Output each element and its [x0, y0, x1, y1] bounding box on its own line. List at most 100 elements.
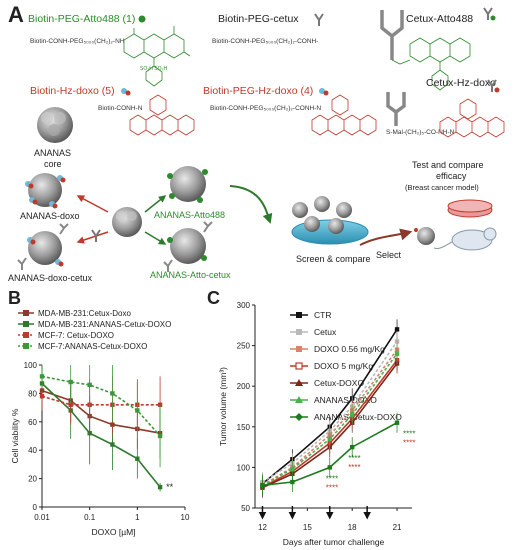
y-tick-label: 20: [28, 475, 37, 484]
significance-annotation: ****: [403, 439, 415, 448]
atto-small-dot-icon: [490, 15, 496, 21]
x-tick-label: 10: [181, 513, 190, 522]
y-tick-label: 300: [237, 301, 251, 310]
x-axis-label: DOXO [µM]: [91, 527, 135, 537]
x-tick-label: 0.1: [84, 513, 96, 522]
peg-hz-blue-dot-icon: [319, 88, 325, 94]
cetux-hz-antibody-icon: [386, 92, 406, 126]
y-tick-label: 50: [241, 504, 250, 513]
legend-marker: [296, 312, 302, 318]
cetux-arrow-icon: [91, 229, 101, 242]
core-label-2: core: [44, 159, 62, 169]
legend-label: CTR: [314, 310, 331, 320]
panel-b-chart: 0 20 40 60 80 100 0.01 0.1 1 10 DOXO [µM] Cell viab…: [10, 361, 190, 537]
y-tick-label: 200: [237, 382, 251, 391]
legend-marker: [295, 413, 303, 421]
legend-label: ANANAS-DOXO: [314, 395, 377, 405]
data-point: [39, 394, 45, 399]
ananas-atto-cetux-particle: [163, 221, 213, 272]
screen-label: Screen & compare: [296, 254, 371, 264]
y-tick-label: 0: [33, 503, 38, 512]
y-axis-label: Cell viability %: [10, 408, 20, 463]
cetux-atto-structure: [391, 37, 471, 91]
data-point: [260, 483, 265, 488]
arrow-to-screen: [229, 185, 273, 224]
cetux-hz-label: Cetux-Hz-doxo: [426, 77, 496, 89]
ananas-atto-label: ANANAS-Atto488: [154, 210, 225, 220]
legend-marker: [23, 310, 29, 316]
ananas-atto-cetux-label: ANANAS-Atto-cetux: [150, 270, 231, 280]
doxo-structure-2: [311, 94, 377, 136]
legend-marker: [23, 321, 29, 327]
biotin-peg-hz-label: Biotin-PEG-Hz-doxo (4): [203, 85, 313, 97]
series-line: [41, 395, 161, 406]
legend-label: MCF-7:ANANAS-Cetux-DOXO: [38, 342, 147, 351]
biotin-hz-formula: Biotin-CONH-N: [98, 105, 143, 112]
legend-label: ANANAS-Cetux-DOXO: [314, 412, 402, 422]
legend-marker: [23, 332, 29, 338]
x-tick-label: 1: [135, 513, 140, 522]
peg-hz-red-dot-icon: [323, 90, 329, 96]
y-tick-label: 80: [28, 389, 37, 398]
data-point: [349, 412, 355, 417]
arrow-to-atto: [144, 195, 167, 213]
ananas-doxo-label: ANANAS-doxo: [20, 211, 80, 221]
arrow-to-doxo-cetux: [76, 231, 109, 244]
panel-b: B MDA-MB-231:Cetux-Doxo MDA-MB-231:ANANAS…: [8, 288, 190, 537]
hz-red-dot-icon: [125, 90, 131, 96]
y-tick-label: 60: [28, 418, 37, 427]
doxo-structure-3: [439, 98, 505, 138]
legend-marker: [296, 346, 302, 352]
core-label-1: ANANAS: [34, 148, 71, 158]
ananas-atto-particle: [167, 166, 208, 203]
data-point: [87, 382, 92, 388]
ananas-doxo-cetux-particle: [17, 223, 69, 270]
legend-label: DOXO 0.56 mg/Kg: [314, 344, 385, 354]
data-point: [290, 479, 295, 485]
biotin-cetux-formula: Biotin-CONH-PEG₅₀₀₀(CH₂)₂-CONH-: [212, 38, 318, 45]
significance-annotation: ****: [326, 474, 338, 483]
y-tick-label: 40: [28, 446, 37, 455]
ananas-doxo-cetux-label: ANANAS-doxo-cetux: [8, 273, 93, 283]
culture-dish-icon: [447, 199, 493, 218]
significance-annotation: **: [166, 482, 174, 492]
data-point: [87, 430, 92, 436]
panel-b-letter: B: [8, 288, 21, 308]
legend-marker: [23, 343, 29, 349]
y-tick-label: 250: [237, 342, 251, 351]
data-point: [290, 466, 295, 472]
x-tick-label: 12: [258, 523, 267, 532]
x-axis-label: Days after tumor challenge: [283, 537, 385, 547]
significance-annotation: ****: [348, 463, 360, 472]
atto-dot-icon: [138, 15, 146, 23]
antibody-icon: [314, 13, 324, 26]
cetux-hz-formula: S-Mal-(CH₂)₅-CO-NH-N: [386, 129, 455, 136]
legend-marker: [295, 362, 303, 370]
cetux-atto-label: Cetux-Atto488: [406, 13, 473, 25]
antibody-small-icon: [483, 7, 493, 20]
biotin-peg-hz-formula: Biotin-CONH-PEG₅₀₀₀(CH₂)₂-CONH-N: [210, 105, 321, 112]
y-tick-label: 150: [237, 423, 251, 432]
data-point: [39, 374, 45, 379]
x-tick-label: 21: [393, 523, 402, 532]
series-line: [41, 382, 161, 488]
arrow-to-doxo: [76, 195, 109, 213]
cetux-hz-small-icon: [487, 79, 497, 92]
data-point: [157, 433, 163, 439]
x-tick-label: 18: [348, 523, 357, 532]
data-point: [349, 444, 355, 450]
panel-c: C CTR Cetux DOXO 0.56 mg/Kg DOXO 5 mg/Kg Cet…: [207, 288, 416, 547]
legend-label: MDA-MB-231:ANANAS-Cetux-DOXO: [38, 320, 171, 329]
panel-c-chart: 50 100 150 200 250 300 12 15 18 21 Days after tumo…: [218, 301, 416, 547]
significance-annotation: ****: [326, 483, 338, 492]
panel-a-letter: A: [8, 2, 24, 27]
data-point: [157, 484, 163, 490]
data-point: [110, 391, 115, 396]
legend-marker: [296, 329, 302, 335]
ananas-core-icon: [37, 107, 73, 143]
panel-c-letter: C: [207, 288, 220, 308]
select-label: Select: [376, 250, 402, 260]
significance-annotation: ****: [403, 430, 415, 439]
panel-c-legend: CTR Cetux DOXO 0.56 mg/Kg DOXO 5 mg/Kg Cetux…: [290, 310, 402, 422]
